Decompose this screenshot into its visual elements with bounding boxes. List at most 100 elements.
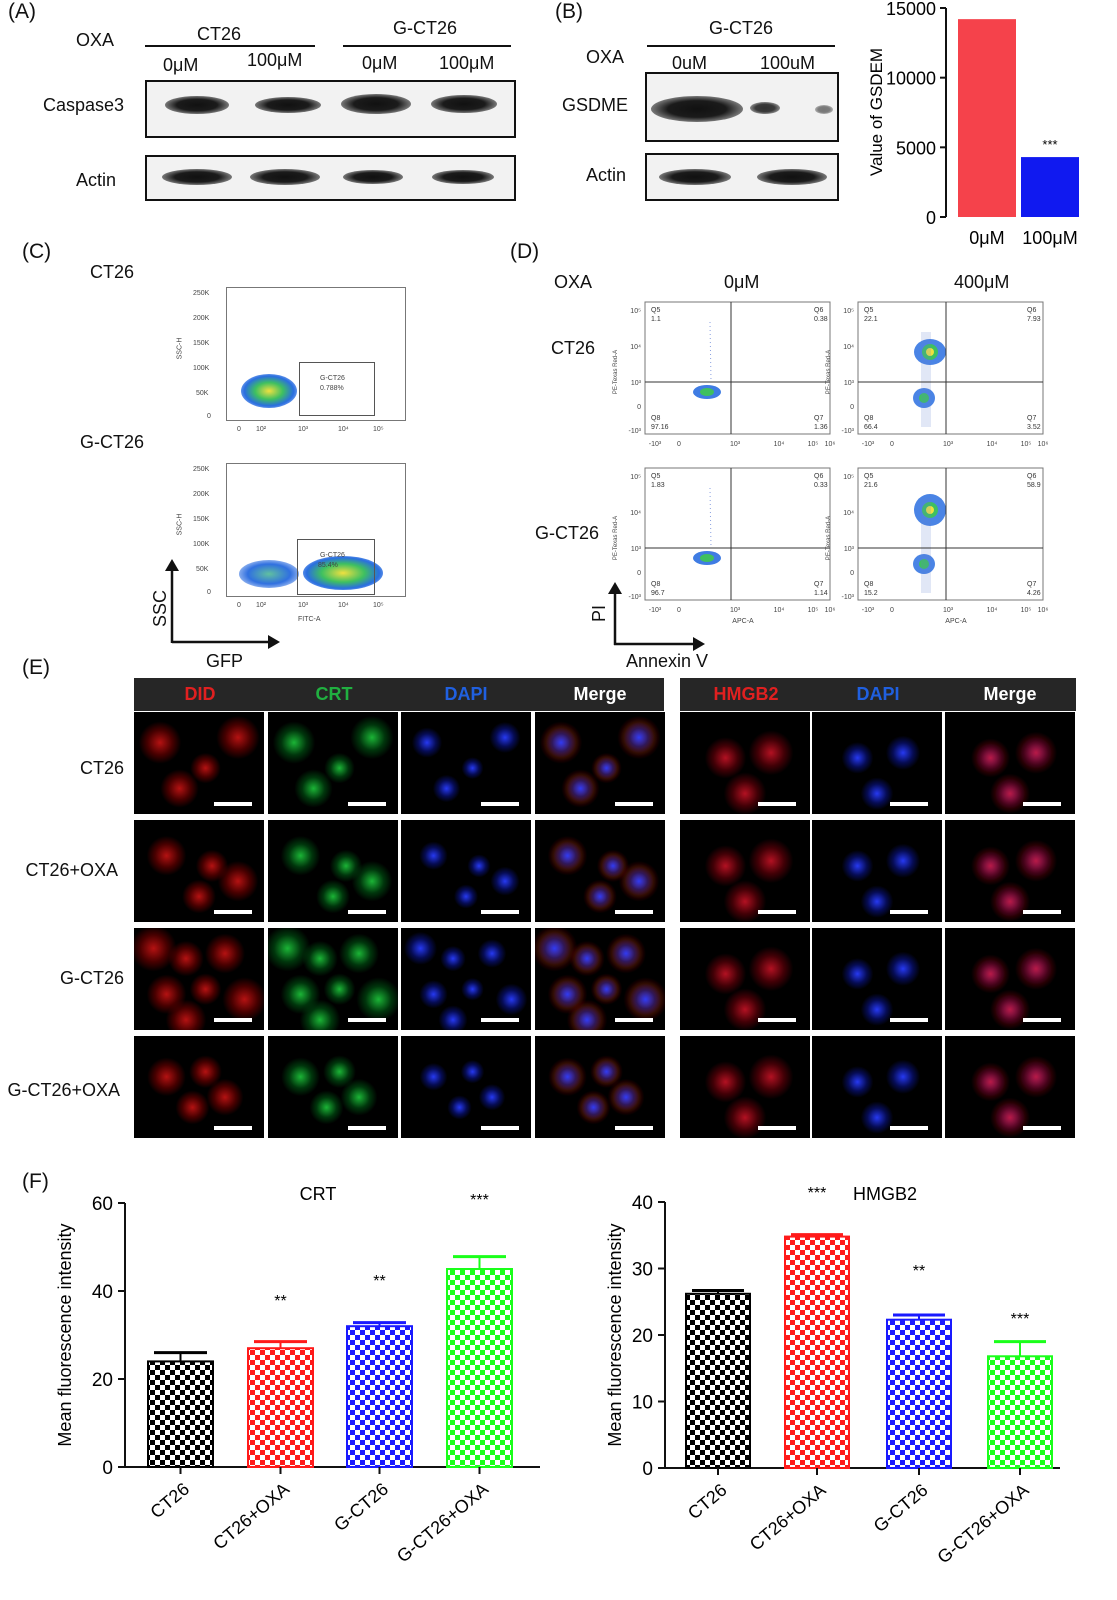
scale-bar <box>1023 910 1061 914</box>
y-tick-label: 0 <box>926 208 936 228</box>
x-tick-label: 0 <box>677 441 681 448</box>
scale-bar <box>481 802 519 806</box>
micrograph <box>268 1036 398 1138</box>
x-tick-label: 10⁵ <box>808 607 819 614</box>
svg-text:Q6: Q6 <box>814 307 823 314</box>
x-tick-label: 10⁴ <box>987 607 998 614</box>
scale-bar <box>758 910 796 914</box>
y-tick-label: 0 <box>642 1459 653 1480</box>
scale-bar <box>1023 1018 1061 1022</box>
y-tick-label: 10³ <box>631 380 642 387</box>
micrograph <box>134 712 264 814</box>
axis-arrows <box>165 559 280 649</box>
flow-plot: Q5 1.83 Q6 0.33 Q8 96.7 Q7 1.14 10⁵ 10⁴ 10³ 0 -10³ PE… <box>613 467 836 625</box>
svg-text:Q7: Q7 <box>1027 581 1036 588</box>
axis-label-ssc: SSC <box>150 589 171 628</box>
scale-bar <box>348 1126 386 1130</box>
flow-plot-gct26: G-CT26 85.4% <box>226 463 406 597</box>
y-tick-label: 0 <box>850 570 854 577</box>
x-tick-label: G-CT26 <box>330 1479 392 1535</box>
y-tick-label: 10³ <box>844 380 855 387</box>
dose-label: 400μM <box>954 272 1010 292</box>
dose-label: 100uM <box>760 53 816 73</box>
svg-text:Q6: Q6 <box>1027 473 1036 480</box>
x-tick-label: 10⁴ <box>774 607 785 614</box>
bar <box>247 1347 314 1468</box>
flow-gate: G-CT26 85.4% <box>297 539 375 595</box>
row-label-caspase3: Caspase3 <box>43 95 125 115</box>
micrograph <box>401 820 531 922</box>
y-tick-label: -10³ <box>842 428 855 435</box>
scale-bar <box>758 1018 796 1022</box>
svg-text:22.1: 22.1 <box>864 316 878 323</box>
scale-bar <box>1023 802 1061 806</box>
micrograph <box>812 1036 942 1138</box>
crt-bar-chart: CRT 0 20 40 60 Mean fluorescence intensity CT2… <box>55 1184 540 1566</box>
group-underline <box>647 45 835 47</box>
flow-plot: Q5 21.6 Q6 58.9 Q8 15.2 Q7 4.26 10⁵ 10⁴ 10³ 0 -10³ PE… <box>826 467 1049 625</box>
axis-arrows <box>608 582 705 651</box>
x-tick-label: 10⁶ <box>825 607 836 614</box>
dose-label: 0μM <box>724 272 760 292</box>
y-tick-label: 0 <box>102 1458 113 1479</box>
micrograph <box>268 928 398 1030</box>
x-tick-label: 10⁵ <box>1021 607 1032 614</box>
svg-text:Q6: Q6 <box>1027 307 1036 314</box>
group-underline <box>343 45 511 47</box>
x-tick-label: -10³ <box>862 607 875 614</box>
x-tick-label: 0μM <box>969 228 1004 248</box>
bar <box>886 1318 952 1469</box>
dose-label: 0uM <box>672 53 708 73</box>
dose-label: 0μM <box>362 53 398 73</box>
scale-bar <box>758 802 796 806</box>
axis-label-annexin: Annexin V <box>626 651 709 671</box>
row-label-actin: Actin <box>586 165 627 185</box>
apoptosis-flow-plots: Q5 1.1 Q6 0.38 Q8 97.16 Q7 1.36 10⁵ 10⁴ 10³ 0 -10³ PE… <box>613 301 1049 625</box>
bar <box>784 1235 850 1469</box>
header-bar-right <box>680 678 1076 711</box>
micrograph <box>134 1036 264 1138</box>
scale-bar <box>615 910 653 914</box>
y-tick-label: 10⁵ <box>630 308 641 315</box>
y-axis-label: Mean fluorescence intensity <box>55 1223 75 1446</box>
y-tick-label: 15000 <box>886 0 936 19</box>
x-tick-label: CT26+OXA <box>746 1480 830 1555</box>
axis-label-pi: PI <box>589 604 610 623</box>
svg-text:0.38: 0.38 <box>814 316 828 323</box>
svg-text:Q7: Q7 <box>1027 415 1036 422</box>
x-tick-label: 0 <box>677 607 681 614</box>
micrograph <box>945 1036 1075 1138</box>
micrograph <box>535 820 665 922</box>
x-tick-label: 10⁶ <box>1038 607 1049 614</box>
svg-text:Q8: Q8 <box>864 581 873 588</box>
micrograph <box>945 820 1075 922</box>
scale-bar <box>214 802 252 806</box>
scale-bar <box>214 910 252 914</box>
micrograph <box>268 820 398 922</box>
oxa-label: OXA <box>586 47 625 67</box>
group-label-gct26: G-CT26 <box>393 18 458 38</box>
y-tick-label: 10⁵ <box>630 474 641 481</box>
bar <box>346 1325 413 1468</box>
gsdem-bar-chart: 0 5000 10000 15000 Value of GSDEM 0μM 100μM *** <box>867 0 1079 248</box>
x-tick-label: 10⁴ <box>774 441 785 448</box>
bar <box>958 19 1016 217</box>
y-tick-label: 10⁵ <box>843 308 854 315</box>
svg-text:1.83: 1.83 <box>651 482 665 489</box>
axis-label-small: APC-A <box>732 618 754 625</box>
x-tick-label: 10³ <box>730 607 741 614</box>
micrograph <box>812 820 942 922</box>
axis-label-small: PE-Texas Red-A <box>826 516 832 560</box>
scale-bar <box>481 1018 519 1022</box>
micrograph <box>812 712 942 814</box>
bar <box>147 1360 214 1468</box>
svg-text:1.36: 1.36 <box>814 424 828 431</box>
y-tick-label: -10³ <box>629 428 642 435</box>
oxa-label: OXA <box>554 272 593 292</box>
y-axis-label: Mean fluorescence intensity <box>605 1223 625 1446</box>
y-tick-label: 60 <box>92 1194 113 1215</box>
y-tick-label: 10³ <box>631 546 642 553</box>
y-tick-label: 10000 <box>886 69 936 89</box>
scale-bar <box>615 1018 653 1022</box>
svg-text:Q7: Q7 <box>814 581 823 588</box>
